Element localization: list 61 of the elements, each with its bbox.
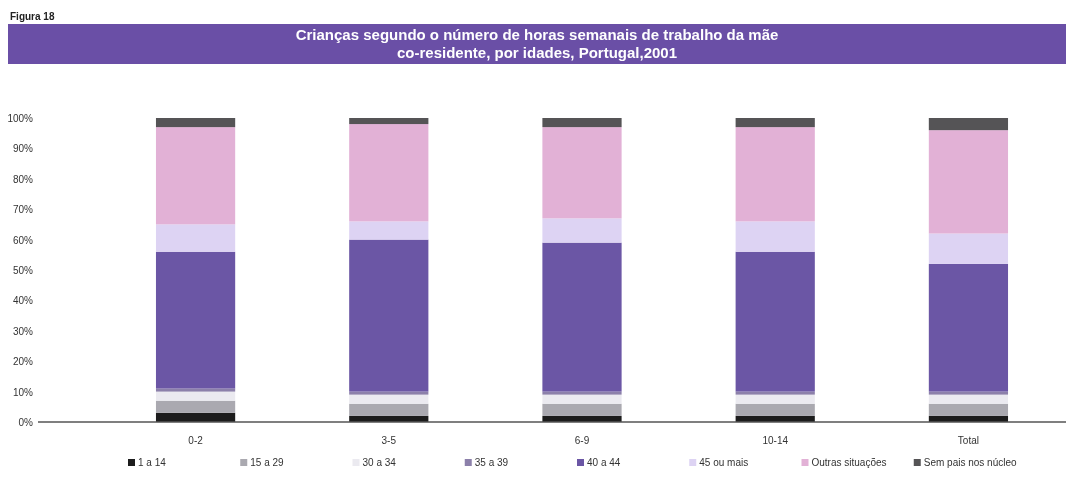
x-tick-label: 10-14	[762, 435, 789, 446]
y-tick-label: 20%	[12, 356, 34, 368]
text: Figura 18	[10, 11, 55, 22]
bar	[735, 251, 815, 392]
bar	[349, 391, 429, 395]
x-tick-label: 0-2	[188, 435, 204, 446]
bar	[542, 218, 622, 243]
bar	[349, 394, 429, 404]
x-tick-label: 6-9	[574, 435, 590, 446]
y-tick-label: 10%	[12, 386, 34, 398]
legend-label: 15 a 29	[250, 457, 285, 468]
bar	[928, 130, 1009, 234]
y-tick-label: 0%	[18, 417, 34, 428]
bar	[155, 127, 236, 225]
y-tick-label: 80%	[12, 173, 34, 185]
bar	[542, 394, 622, 404]
bar	[349, 239, 429, 392]
bar	[928, 403, 1009, 416]
bar	[349, 221, 429, 240]
x-tick-label: Total	[957, 435, 979, 446]
bar	[542, 242, 622, 392]
y-tick-label: 100%	[7, 113, 34, 124]
bar	[928, 263, 1009, 392]
y-tick-label: 50%	[12, 265, 34, 276]
bar	[928, 391, 1009, 395]
legend-label: 45 ou mais	[699, 457, 749, 468]
bar	[735, 127, 815, 222]
y-tick-label: 90%	[12, 143, 34, 155]
bar	[735, 221, 815, 252]
bar	[155, 391, 236, 401]
y-tick-label: 60%	[12, 234, 34, 246]
legend-label: 40 a 44	[587, 457, 621, 468]
bar	[155, 400, 236, 413]
bar	[155, 118, 236, 128]
legend-label: Sem pais nos núcleo	[923, 457, 1018, 468]
y-tick-label: 70%	[12, 204, 34, 216]
bar	[155, 224, 236, 252]
bar	[542, 127, 622, 219]
legend-label: 30 a 34	[362, 457, 397, 468]
bar	[735, 118, 815, 128]
bar	[928, 118, 1009, 131]
bar	[349, 403, 429, 416]
bar	[542, 118, 622, 128]
bar	[349, 124, 429, 222]
bar	[155, 251, 236, 389]
bar	[735, 403, 815, 416]
bar	[542, 403, 622, 416]
bar	[155, 388, 236, 392]
chart-title: Crianças segundo o número de horas semanais de trabalho da mãe co-residente, por idades, Portugal,2001	[295, 26, 779, 61]
legend-label: Outras situações	[811, 457, 887, 468]
y-tick-label: 40%	[12, 295, 34, 307]
bar	[928, 233, 1009, 264]
bar	[735, 394, 815, 404]
bar	[349, 118, 429, 125]
bar	[928, 394, 1009, 404]
legend-label: 1 a 14	[138, 457, 167, 468]
y-tick-label: 30%	[12, 325, 34, 337]
bar	[542, 391, 622, 395]
bar	[735, 391, 815, 395]
x-tick-label: 3-5	[381, 435, 397, 446]
legend-label: 35 a 39	[474, 457, 509, 468]
